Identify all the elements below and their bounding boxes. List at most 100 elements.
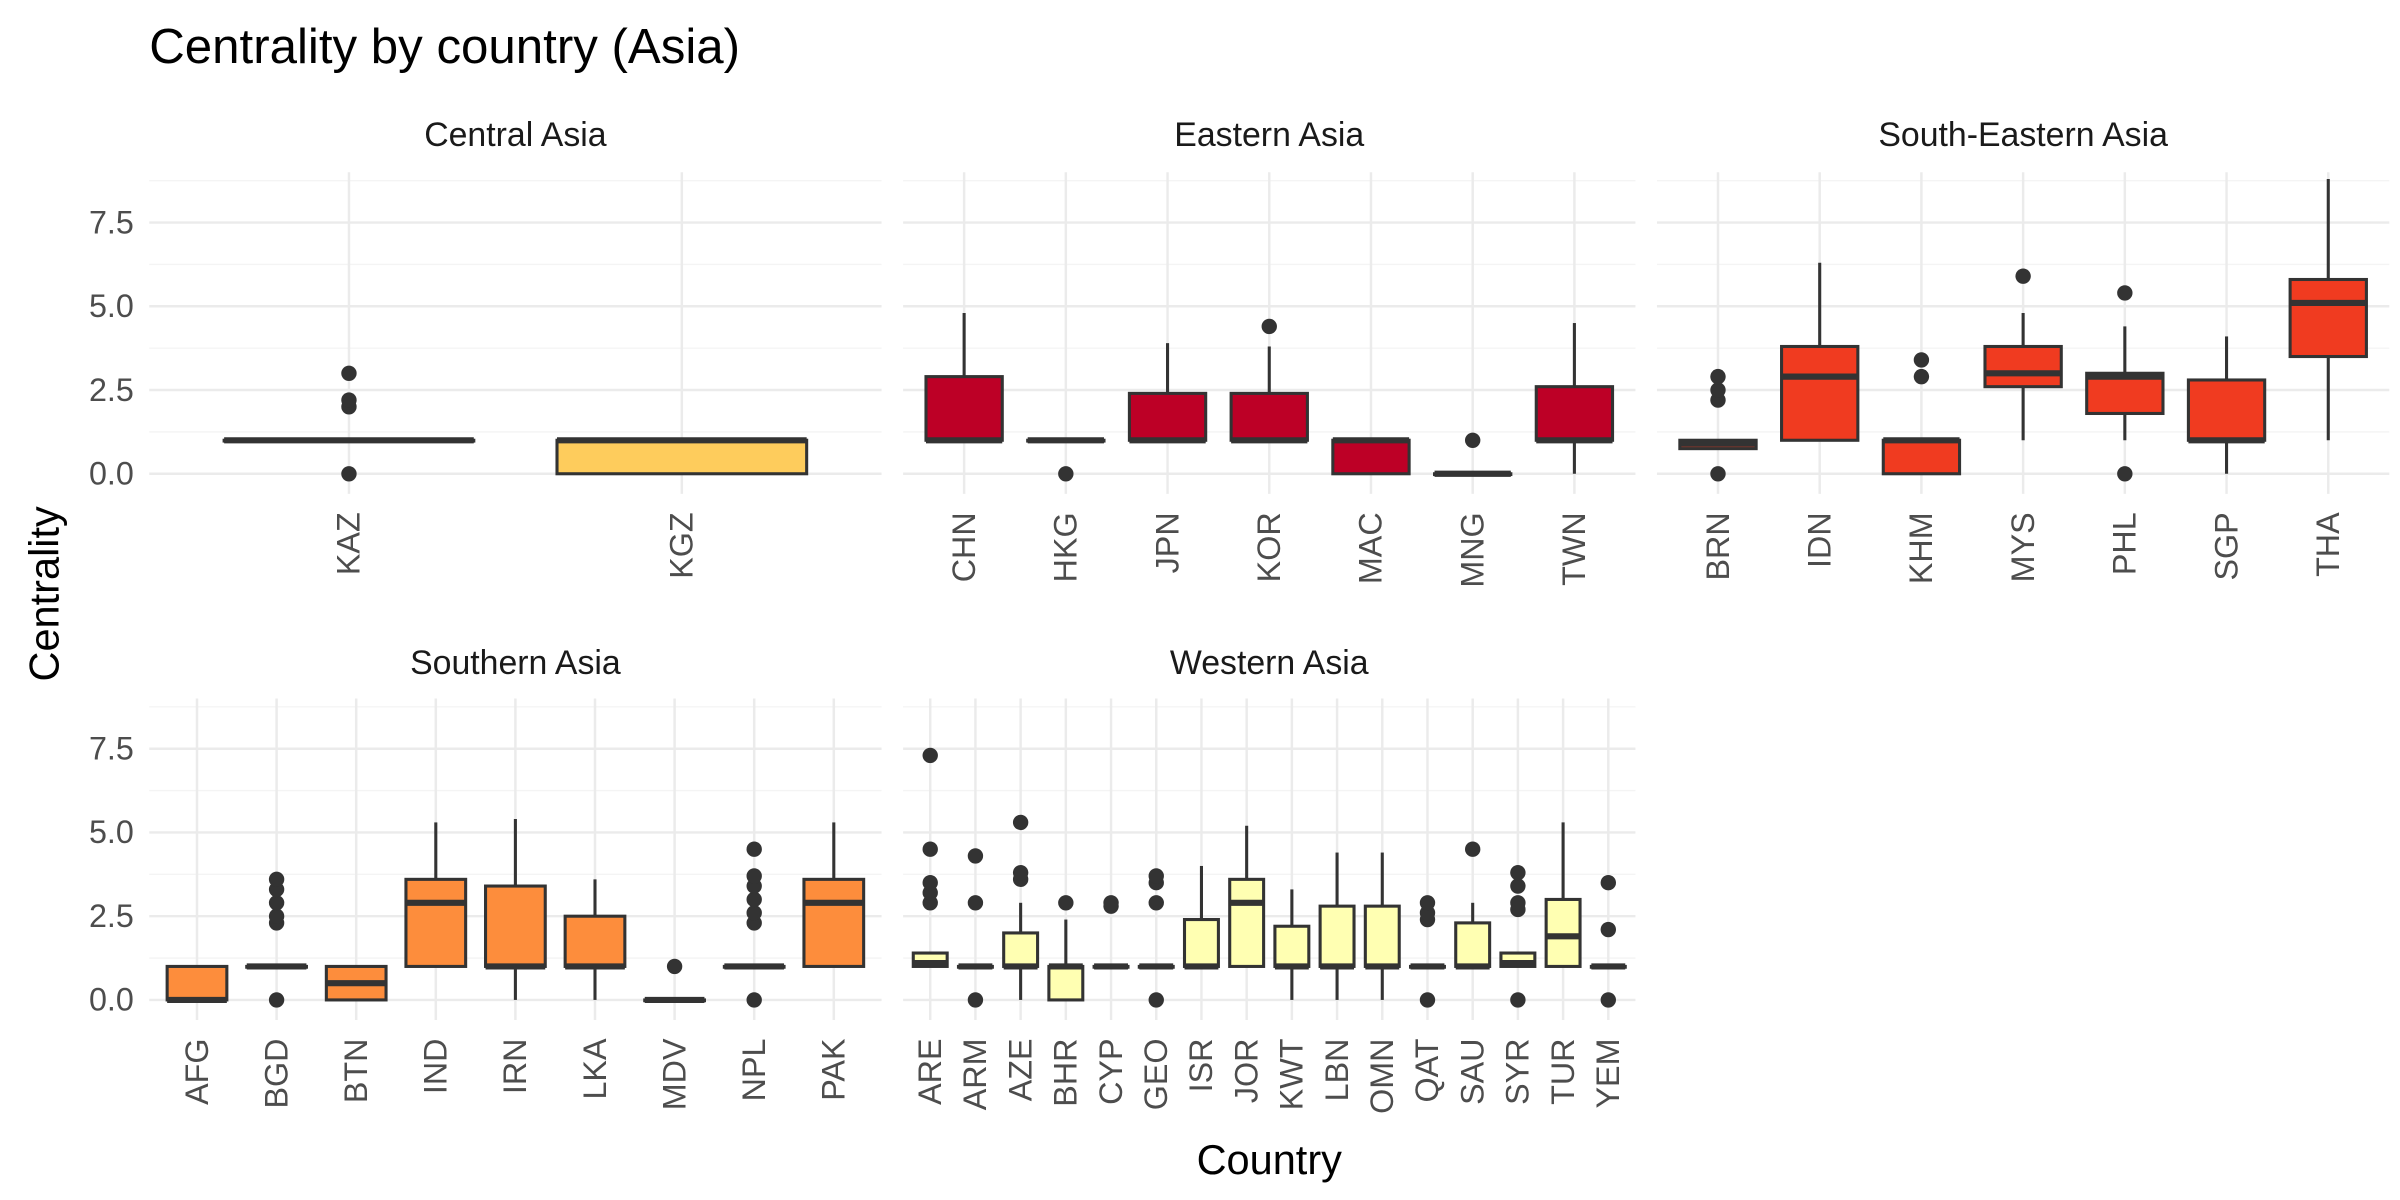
panel-south-eastern-asia: South-Eastern Asia BRN IDN KHM MYS PHL SGP THA — [1656, 116, 2390, 584]
box-isr — [1182, 865, 1220, 970]
box-hkg — [1026, 437, 1106, 482]
outlier-point — [268, 871, 285, 888]
box-iqr — [1229, 391, 1309, 442]
x-tick-label: BTN — [338, 1038, 374, 1103]
box-iqr — [1363, 904, 1401, 968]
outlier-point — [1419, 992, 1436, 1008]
box-arm — [956, 848, 994, 1008]
outlier-point — [1510, 878, 1526, 894]
x-tick-label: LKA — [577, 1038, 613, 1100]
box-kor — [1229, 318, 1309, 444]
x-tick-label: MYS — [2005, 512, 2041, 582]
x-tick-label: ARE — [912, 1038, 948, 1104]
box-chn — [924, 312, 1004, 444]
outlier-point — [1058, 895, 1074, 911]
outlier-point — [2015, 268, 2031, 284]
outlier-point — [1913, 368, 1930, 385]
box-syr — [1499, 864, 1537, 1008]
box-twn — [1534, 323, 1615, 474]
x-tick-label: ISR — [1183, 1038, 1219, 1092]
x-tick-label: IND — [418, 1038, 454, 1094]
box-iqr — [1318, 904, 1356, 968]
box-sgp — [2186, 336, 2267, 474]
y-tick-label: 2.5 — [89, 372, 134, 408]
box-btn — [324, 964, 388, 1002]
outlier-point — [1103, 895, 1119, 911]
outlier-point — [1600, 875, 1616, 891]
outlier-point — [746, 891, 762, 908]
x-tick-label: IDN — [1801, 512, 1837, 568]
panel-title: South-Eastern Asia — [1878, 116, 2168, 154]
outlier-point — [1600, 992, 1616, 1008]
x-tick-label: JOR — [1228, 1038, 1264, 1103]
outlier-point — [1510, 895, 1526, 911]
outlier-point — [1419, 895, 1436, 911]
box-ind — [404, 822, 468, 968]
box-geo — [1137, 868, 1175, 1008]
box-yem — [1589, 875, 1627, 1008]
outlier-point — [666, 958, 683, 975]
box-bhr — [1047, 895, 1085, 1002]
y-tick-label: 5.0 — [89, 288, 134, 324]
box-iqr — [1881, 438, 1962, 476]
outlier-point — [1710, 368, 1726, 385]
y-tick-label: 2.5 — [89, 898, 134, 934]
outlier-point — [1148, 992, 1164, 1008]
box-iqr — [484, 884, 547, 968]
box-iqr — [1454, 921, 1492, 968]
outlier-point — [967, 895, 984, 911]
x-tick-label: SAU — [1454, 1038, 1490, 1104]
x-tick-label: KWT — [1274, 1038, 1310, 1110]
box-khm — [1881, 352, 1962, 476]
outlier-point — [341, 392, 357, 408]
panel-central-asia: 0.0 2.5 5.0 7.5 Central Asia KAZ KGZ — [89, 116, 882, 579]
outlier-point — [1261, 318, 1277, 335]
box-iqr — [555, 438, 809, 476]
box-are — [911, 747, 949, 968]
x-tick-label: BRN — [1700, 512, 1736, 580]
box-iqr — [1534, 385, 1615, 442]
outlier-point — [1600, 921, 1616, 938]
outlier-point — [268, 895, 285, 911]
outlier-point — [746, 841, 762, 857]
box-iqr — [1983, 344, 2063, 389]
x-tick-label: MNG — [1454, 512, 1490, 587]
x-tick-label: KOR — [1251, 512, 1287, 582]
y-axis-title: Centrality — [20, 506, 67, 682]
y-tick-label: 5.0 — [89, 814, 134, 850]
outlier-point — [1058, 466, 1074, 482]
box-iqr — [924, 375, 1004, 442]
outlier-point — [967, 848, 984, 864]
x-tick-label: ARM — [957, 1038, 993, 1110]
panel-title: Eastern Asia — [1174, 116, 1364, 154]
panel-eastern-asia: Eastern Asia CHN HKG JPN KOR MAC MNG TWN — [903, 116, 1636, 588]
outlier-point — [1148, 895, 1164, 911]
x-tick-label: BHR — [1048, 1038, 1084, 1106]
outlier-point — [341, 466, 357, 482]
outlier-point — [1148, 868, 1164, 884]
box-iqr — [1127, 391, 1208, 442]
box-lka — [563, 879, 627, 1000]
outlier-point — [746, 992, 762, 1008]
box-iqr — [1002, 931, 1040, 968]
box-bgd — [245, 871, 308, 1008]
outlier-point — [1012, 814, 1029, 831]
box-mdv — [643, 958, 706, 1004]
outlier-point — [268, 992, 285, 1008]
box-omn — [1363, 852, 1401, 1000]
y-tick-label: 0.0 — [89, 982, 134, 1018]
box-pak — [802, 822, 866, 968]
box-jpn — [1127, 343, 1208, 444]
outlier-point — [746, 868, 762, 884]
box-lbn — [1318, 852, 1356, 1000]
box-idn — [1780, 262, 1860, 442]
box-iqr — [404, 877, 468, 968]
x-tick-label: IRN — [497, 1038, 533, 1094]
outlier-point — [1510, 864, 1526, 881]
outlier-point — [2117, 285, 2133, 301]
outlier-point — [967, 992, 984, 1008]
panel-title: Southern Asia — [410, 644, 621, 682]
box-iqr — [2288, 277, 2368, 359]
